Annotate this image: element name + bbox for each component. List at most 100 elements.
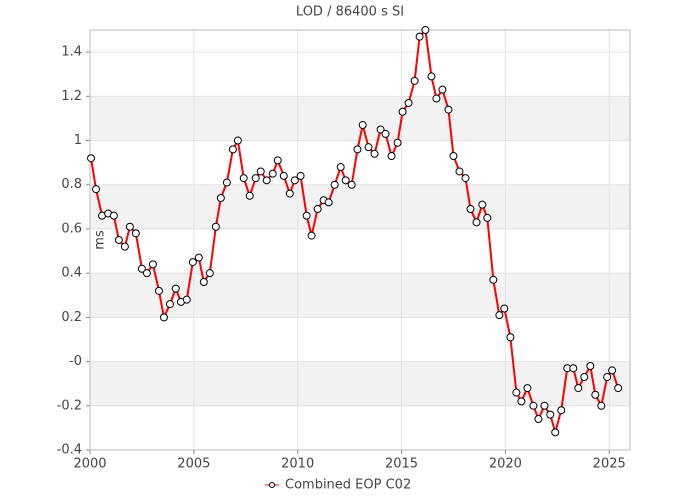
- data-point: [262, 176, 271, 185]
- data-point: [290, 176, 299, 185]
- data-point: [216, 194, 225, 202]
- data-point: [245, 191, 254, 200]
- y-tick-label: -0.4: [57, 443, 82, 458]
- data-point: [211, 222, 220, 231]
- data-point: [120, 242, 129, 251]
- legend-label: Combined EOP C02: [285, 478, 411, 493]
- y-tick-label: -0: [69, 354, 82, 369]
- data-point: [188, 258, 197, 267]
- data-point: [614, 384, 623, 393]
- data-point: [574, 384, 583, 393]
- data-point: [324, 198, 333, 207]
- grid-band: [90, 273, 630, 318]
- x-tick-label: 2005: [177, 457, 210, 472]
- data-point: [404, 98, 413, 107]
- data-point: [478, 200, 487, 209]
- data-point: [415, 32, 424, 41]
- data-point: [449, 152, 458, 160]
- data-point: [551, 428, 560, 437]
- data-point: [608, 366, 617, 375]
- data-point: [466, 205, 475, 214]
- data-point: [313, 205, 322, 214]
- data-point: [495, 311, 504, 320]
- data-point: [500, 304, 509, 313]
- data-point: [307, 231, 316, 240]
- data-point: [222, 178, 231, 187]
- y-tick-label: 0.8: [61, 177, 82, 192]
- data-point: [472, 218, 481, 227]
- data-point: [586, 362, 595, 370]
- y-tick-label: 0.6: [61, 221, 82, 236]
- y-tick-label: 1: [74, 133, 82, 148]
- data-point: [302, 211, 311, 220]
- data-point: [534, 415, 543, 424]
- data-point: [483, 213, 492, 222]
- data-point: [194, 253, 203, 262]
- x-tick-label: 2020: [489, 457, 522, 472]
- data-point: [125, 222, 134, 231]
- data-point: [296, 171, 305, 180]
- y-tick-label: 0.4: [61, 266, 82, 281]
- data-point: [597, 401, 606, 410]
- data-point: [393, 138, 402, 147]
- data-point: [239, 174, 248, 183]
- data-point: [506, 333, 515, 342]
- data-point: [137, 264, 146, 273]
- data-point: [330, 180, 339, 189]
- data-point: [159, 313, 168, 322]
- data-point: [199, 278, 208, 286]
- data-point: [154, 286, 163, 295]
- data-point: [142, 269, 151, 278]
- data-point: [398, 107, 407, 116]
- data-point: [580, 373, 589, 382]
- chart-title: LOD / 86400 s SI: [296, 5, 404, 20]
- y-tick-label: 1.2: [61, 89, 82, 104]
- x-tick-label: 2010: [281, 457, 314, 472]
- data-point: [461, 174, 470, 183]
- data-point: [523, 384, 532, 393]
- data-point: [114, 236, 123, 244]
- data-point: [341, 176, 350, 185]
- data-point: [381, 129, 390, 138]
- data-point: [205, 269, 214, 278]
- data-point: [336, 163, 345, 172]
- data-point: [517, 397, 526, 406]
- y-axis-label: ms: [93, 230, 108, 250]
- x-tick-label: 2015: [385, 457, 418, 472]
- data-point: [455, 167, 464, 176]
- data-point: [569, 364, 578, 373]
- legend-marker: [269, 482, 275, 488]
- data-point: [432, 94, 441, 103]
- data-point: [603, 373, 612, 382]
- y-tick-label: 0.2: [61, 310, 82, 325]
- data-point: [148, 260, 157, 269]
- data-point: [529, 401, 538, 410]
- data-point: [364, 143, 373, 152]
- data-point: [546, 410, 555, 419]
- data-point: [489, 275, 498, 284]
- data-point: [251, 174, 260, 183]
- data-point: [285, 189, 294, 198]
- y-tick-label: -0.2: [57, 398, 82, 413]
- data-point: [273, 156, 282, 165]
- data-point: [444, 105, 453, 114]
- data-point: [540, 401, 549, 410]
- data-point: [347, 180, 356, 189]
- grid-band: [90, 184, 630, 229]
- data-point: [182, 295, 191, 304]
- data-point: [370, 149, 379, 158]
- data-point: [427, 72, 436, 81]
- data-point: [228, 145, 237, 154]
- data-point: [131, 229, 140, 238]
- data-point: [268, 169, 277, 178]
- data-point: [358, 121, 367, 130]
- data-point: [233, 136, 242, 145]
- series-line: [90, 27, 620, 437]
- data-point: [87, 154, 96, 163]
- data-point: [438, 85, 447, 94]
- data-point: [512, 388, 521, 397]
- data-point: [387, 152, 396, 160]
- data-point: [421, 26, 430, 34]
- y-tick-label: 1.4: [61, 45, 82, 60]
